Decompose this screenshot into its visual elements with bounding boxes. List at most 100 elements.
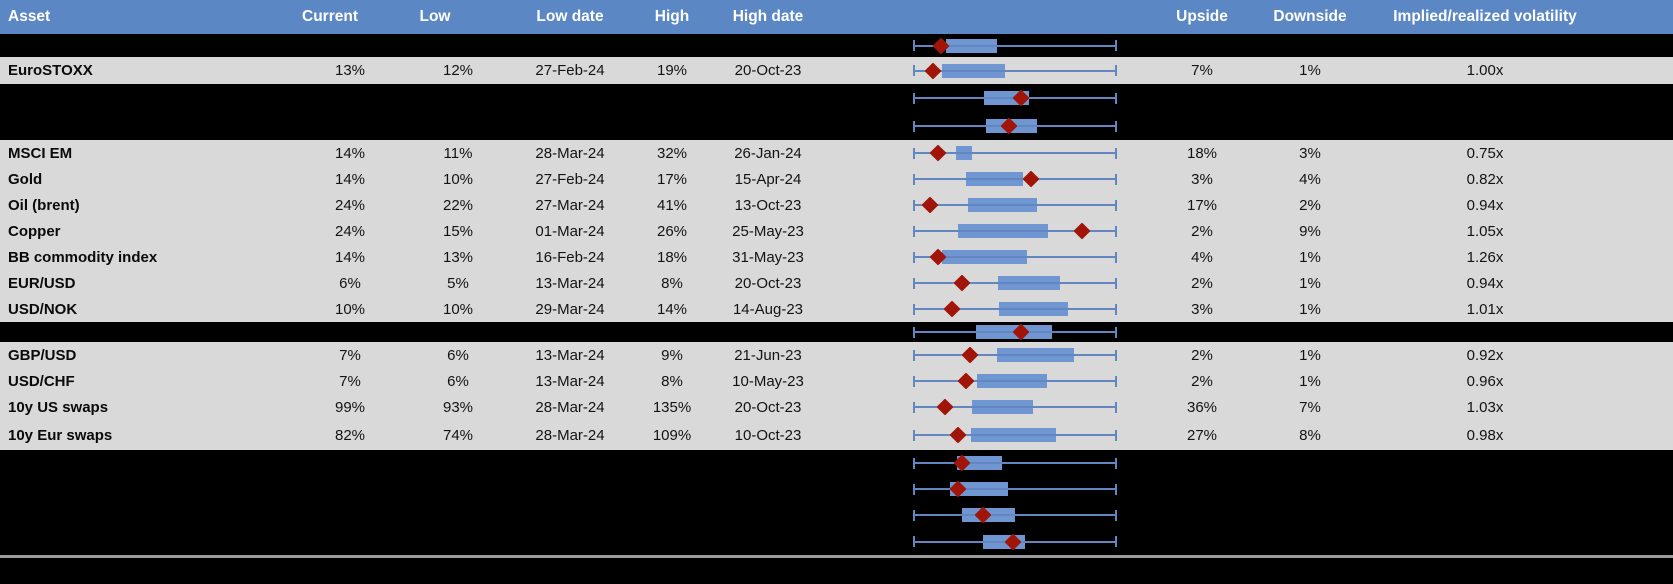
cell-asset[interactable]: 10y US swaps xyxy=(8,398,109,416)
cell-current[interactable]: 24% xyxy=(334,196,366,214)
cell-impl-real[interactable]: 1.01x xyxy=(1466,300,1504,318)
cell-impl-real[interactable]: 0.94x xyxy=(1466,196,1504,214)
cell-asset[interactable]: Gold xyxy=(8,170,43,188)
cell-high-date[interactable]: 21-Jun-23 xyxy=(734,346,802,364)
cell-low[interactable]: 6% xyxy=(447,346,469,364)
cell-downside[interactable]: 1% xyxy=(1299,372,1321,390)
cell-asset[interactable]: BB commodity index xyxy=(8,248,158,266)
cell-current[interactable]: 10% xyxy=(334,300,366,318)
cell-high-date[interactable]: 20-Oct-23 xyxy=(734,62,802,79)
cell-upside[interactable]: 4% xyxy=(1191,248,1213,266)
cell-high[interactable]: 17% xyxy=(656,170,688,188)
cell-high[interactable]: 26% xyxy=(656,222,688,240)
cell-current[interactable]: 13% xyxy=(334,62,366,79)
cell-low-date[interactable]: 01-Mar-24 xyxy=(535,222,605,240)
cell-upside[interactable]: 36% xyxy=(1186,398,1218,416)
cell-impl-real[interactable]: 1.00x xyxy=(1466,62,1504,79)
cell-downside[interactable]: 9% xyxy=(1299,222,1321,240)
cell-downside[interactable]: 1% xyxy=(1299,62,1321,79)
col-header-asset[interactable]: Asset xyxy=(8,8,51,25)
cell-impl-real[interactable]: 1.26x xyxy=(1466,248,1504,266)
cell-high[interactable]: 18% xyxy=(656,248,688,266)
cell-high-date[interactable]: 10-May-23 xyxy=(732,372,804,390)
cell-upside[interactable]: 3% xyxy=(1191,170,1213,188)
cell-impl-real[interactable]: 0.82x xyxy=(1466,170,1504,188)
cell-asset[interactable]: Oil (brent) xyxy=(8,196,80,214)
cell-downside[interactable]: 1% xyxy=(1299,346,1321,364)
cell-upside[interactable]: 17% xyxy=(1186,196,1218,214)
cell-low-date[interactable]: 27-Feb-24 xyxy=(535,62,605,79)
cell-downside[interactable]: 1% xyxy=(1299,300,1321,318)
cell-asset[interactable]: GBP/USD xyxy=(8,346,77,364)
cell-low[interactable]: 93% xyxy=(442,398,474,416)
cell-current[interactable]: 6% xyxy=(339,274,361,292)
cell-high-date[interactable]: 15-Apr-24 xyxy=(734,170,802,188)
cell-asset[interactable]: USD/CHF xyxy=(8,372,75,390)
cell-upside[interactable]: 2% xyxy=(1191,222,1213,240)
cell-downside[interactable]: 8% xyxy=(1299,426,1321,444)
cell-low-date[interactable]: 13-Mar-24 xyxy=(535,346,605,364)
cell-high-date[interactable]: 20-Oct-23 xyxy=(734,274,802,292)
cell-low[interactable]: 22% xyxy=(442,196,474,214)
cell-low[interactable]: 6% xyxy=(447,372,469,390)
cell-asset[interactable]: Copper xyxy=(8,222,61,240)
cell-impl-real[interactable]: 0.94x xyxy=(1466,274,1504,292)
cell-low-date[interactable]: 27-Mar-24 xyxy=(535,196,605,214)
cell-downside[interactable]: 4% xyxy=(1299,170,1321,188)
cell-impl-real[interactable]: 0.75x xyxy=(1466,144,1504,162)
cell-impl-real[interactable]: 0.96x xyxy=(1466,372,1504,390)
cell-upside[interactable]: 2% xyxy=(1191,372,1213,390)
cell-current[interactable]: 7% xyxy=(339,346,361,364)
cell-high-date[interactable]: 20-Oct-23 xyxy=(734,398,802,416)
cell-high[interactable]: 14% xyxy=(656,300,688,318)
cell-upside[interactable]: 27% xyxy=(1186,426,1218,444)
cell-asset[interactable]: EUR/USD xyxy=(8,274,76,292)
cell-low-date[interactable]: 28-Mar-24 xyxy=(535,144,605,162)
cell-asset[interactable]: 10y Eur swaps xyxy=(8,426,113,444)
cell-high[interactable]: 8% xyxy=(661,372,683,390)
cell-high[interactable]: 19% xyxy=(656,62,688,79)
cell-impl-real[interactable]: 0.98x xyxy=(1466,426,1504,444)
cell-downside[interactable]: 1% xyxy=(1299,248,1321,266)
cell-high[interactable]: 9% xyxy=(661,346,683,364)
col-header-downside[interactable]: Downside xyxy=(1273,8,1347,25)
cell-current[interactable]: 99% xyxy=(334,398,366,416)
col-header-upside[interactable]: Upside xyxy=(1176,8,1228,25)
col-header-low[interactable]: Low xyxy=(419,8,451,25)
cell-high[interactable]: 32% xyxy=(656,144,688,162)
cell-low[interactable]: 13% xyxy=(442,248,474,266)
cell-low[interactable]: 5% xyxy=(447,274,469,292)
cell-low[interactable]: 12% xyxy=(442,62,474,79)
cell-downside[interactable]: 3% xyxy=(1299,144,1321,162)
cell-asset[interactable]: USD/NOK xyxy=(8,300,78,318)
cell-asset[interactable]: EuroSTOXX xyxy=(8,62,93,79)
cell-low-date[interactable]: 28-Mar-24 xyxy=(535,398,605,416)
cell-upside[interactable]: 7% xyxy=(1191,62,1213,79)
cell-downside[interactable]: 2% xyxy=(1299,196,1321,214)
cell-high[interactable]: 8% xyxy=(661,274,683,292)
cell-current[interactable]: 14% xyxy=(334,170,366,188)
cell-low-date[interactable]: 13-Mar-24 xyxy=(535,372,605,390)
cell-current[interactable]: 24% xyxy=(334,222,366,240)
cell-low-date[interactable]: 13-Mar-24 xyxy=(535,274,605,292)
cell-high-date[interactable]: 13-Oct-23 xyxy=(734,196,802,214)
cell-upside[interactable]: 2% xyxy=(1191,346,1213,364)
cell-asset[interactable]: MSCI EM xyxy=(8,144,73,162)
cell-impl-real[interactable]: 1.03x xyxy=(1466,398,1504,416)
cell-low[interactable]: 15% xyxy=(442,222,474,240)
cell-high[interactable]: 41% xyxy=(656,196,688,214)
cell-impl-real[interactable]: 0.92x xyxy=(1466,346,1504,364)
col-header-current[interactable]: Current xyxy=(302,8,358,25)
cell-current[interactable]: 14% xyxy=(334,144,366,162)
cell-high-date[interactable]: 14-Aug-23 xyxy=(732,300,804,318)
cell-low-date[interactable]: 29-Mar-24 xyxy=(535,300,605,318)
cell-impl-real[interactable]: 1.05x xyxy=(1466,222,1504,240)
col-header-high-date[interactable]: High date xyxy=(732,8,804,25)
cell-high[interactable]: 109% xyxy=(652,426,692,444)
cell-low[interactable]: 11% xyxy=(443,144,473,162)
cell-low[interactable]: 10% xyxy=(442,170,474,188)
cell-low-date[interactable]: 27-Feb-24 xyxy=(535,170,605,188)
cell-current[interactable]: 82% xyxy=(334,426,366,444)
cell-downside[interactable]: 1% xyxy=(1299,274,1321,292)
cell-high-date[interactable]: 10-Oct-23 xyxy=(734,426,802,444)
